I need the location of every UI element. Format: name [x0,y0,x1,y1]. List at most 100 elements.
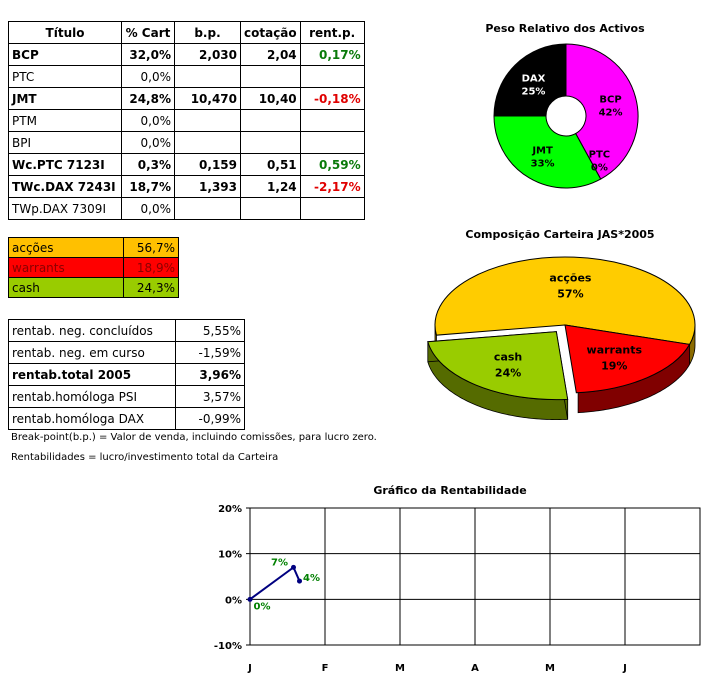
allocation-table: acções 56,7% warrants 18,9% cash 24,3% [8,237,179,298]
cot-cell: 1,24 [240,175,301,198]
allocation-value: 56,7% [123,237,179,258]
cart-cell: 0,0% [121,131,175,154]
rentab-label: rentab.homóloga DAX [8,407,176,430]
title-cell: JMT [8,87,122,110]
table-row: Wc.PTC 7123I 0,3% 0,159 0,51 0,59% [8,153,365,176]
rentab-row: rentab. neg. em curso -1,59% [8,341,245,364]
allocation-row: acções 56,7% [8,237,179,258]
line-xtick-label: J [622,663,627,674]
pie2-slice-warrants [564,324,691,394]
title-cell: BPI [8,131,122,154]
line-xtick-label: F [322,663,329,674]
rentab-value: -1,59% [175,341,245,364]
rentab-row: rentab.homóloga DAX -0,99% [8,407,245,430]
rentab-value: 3,96% [175,363,245,386]
pie1-slice-dax [493,43,567,117]
line-ytick-label: -10% [214,641,242,652]
pie1-label: BCP [599,95,621,106]
breakpoint-note: Break-point(b.p.) = Valor de venda, incl… [11,432,377,443]
rent-cell [299,131,365,154]
bp-cell: 1,393 [174,175,241,198]
line-xtick-label: M [395,663,405,674]
cot-cell [240,131,301,154]
cart-cell: 32,0% [121,43,175,66]
rent-cell: 0,59% [299,153,365,176]
pie1-slice-jmt [493,115,602,189]
table-row: BCP 32,0% 2,030 2,04 0,17% [8,43,365,66]
rentab-label: rentab. neg. concluídos [8,319,176,342]
header-cart: % Cart [121,21,175,44]
rentab-row: rentab.homóloga PSI 3,57% [8,385,245,408]
table-row: TWp.DAX 7309I 0,0% [8,197,365,220]
rentab-row: rentab. neg. concluídos 5,55% [8,319,245,342]
pie2-slice-cash [427,331,569,401]
rent-cell: 0,17% [299,43,365,66]
title-cell: PTM [8,109,122,132]
line-ytick-label: 0% [225,595,242,606]
rentab-row: rentab.total 2005 3,96% [8,363,245,386]
pie2-value-label: 57% [557,287,583,300]
pie1-value-label: 25% [522,86,546,97]
rent-cell [299,197,365,220]
pie1-label: JMT [531,146,553,157]
rentab-label: rentab.total 2005 [8,363,176,386]
line-xtick-label: J [247,663,252,674]
line-title: Gráfico da Rentabilidade [373,484,527,497]
rentab-value: -0,99% [175,407,245,430]
cart-cell: 0,0% [121,109,175,132]
line-point [291,564,296,570]
rentab-value: 5,55% [175,319,245,342]
bp-cell [174,65,241,88]
title-cell: Wc.PTC 7123I [8,153,122,176]
table-row: TWc.DAX 7243I 18,7% 1,393 1,24 -2,17% [8,175,365,198]
bp-cell: 0,159 [174,153,241,176]
pie2-value-label: 19% [601,360,627,373]
allocation-label: cash [8,277,124,298]
pie2-label: acções [549,271,591,284]
cot-cell [240,197,301,220]
cart-cell: 0,0% [121,65,175,88]
pie2-chart: acções 57% warrants 19% cash 24% [427,256,696,420]
rent-cell: -2,17% [299,175,365,198]
allocation-label: warrants [8,257,124,278]
allocation-value: 24,3% [123,277,179,298]
line-chart: -10% 0% 10% 20% J F M A M J 0% 7% 4% [214,504,701,674]
title-cell: BCP [8,43,122,66]
rentab-value: 3,57% [175,385,245,408]
pie2-label: cash [494,351,522,364]
rent-cell: -0,18% [299,87,365,110]
bp-cell: 10,470 [174,87,241,110]
line-point-label: 0% [254,601,271,612]
allocation-value: 18,9% [123,257,179,278]
line-point [297,578,302,584]
line-xtick-label: A [471,663,479,674]
cart-cell: 18,7% [121,175,175,198]
bp-cell [174,131,241,154]
cart-cell: 0,3% [121,153,175,176]
line-ytick-label: 10% [218,550,242,561]
table-row: PTM 0,0% [8,109,365,132]
cart-cell: 0,0% [121,197,175,220]
table-row: BPI 0,0% [8,131,365,154]
cot-cell [240,109,301,132]
pie1-value-label: 0% [591,163,608,174]
rentab-label: rentab.homóloga PSI [8,385,176,408]
header-bp: b.p. [174,21,241,44]
cot-cell: 10,40 [240,87,301,110]
cot-cell: 2,04 [240,43,301,66]
header-cotacao: cotação [240,21,301,44]
rent-cell [299,65,365,88]
cot-cell: 0,51 [240,153,301,176]
line-xtick-label: M [545,663,555,674]
portfolio-table: Título % Cart b.p. cotação rent.p. BCP 32… [8,21,365,220]
pie1-title: Peso Relativo dos Activos [485,22,645,35]
table-row: JMT 24,8% 10,470 10,40 -0,18% [8,87,365,110]
pie2-title: Composição Carteira JAS*2005 [465,228,655,241]
line-point-label: 7% [271,557,288,568]
header-titulo: Título [8,21,122,44]
rentab-note: Rentabilidades = lucro/investimento tota… [11,452,279,463]
bp-cell [174,197,241,220]
pie2-label: warrants [587,344,643,357]
line-point [247,596,253,602]
rentab-label: rentab. neg. em curso [8,341,176,364]
